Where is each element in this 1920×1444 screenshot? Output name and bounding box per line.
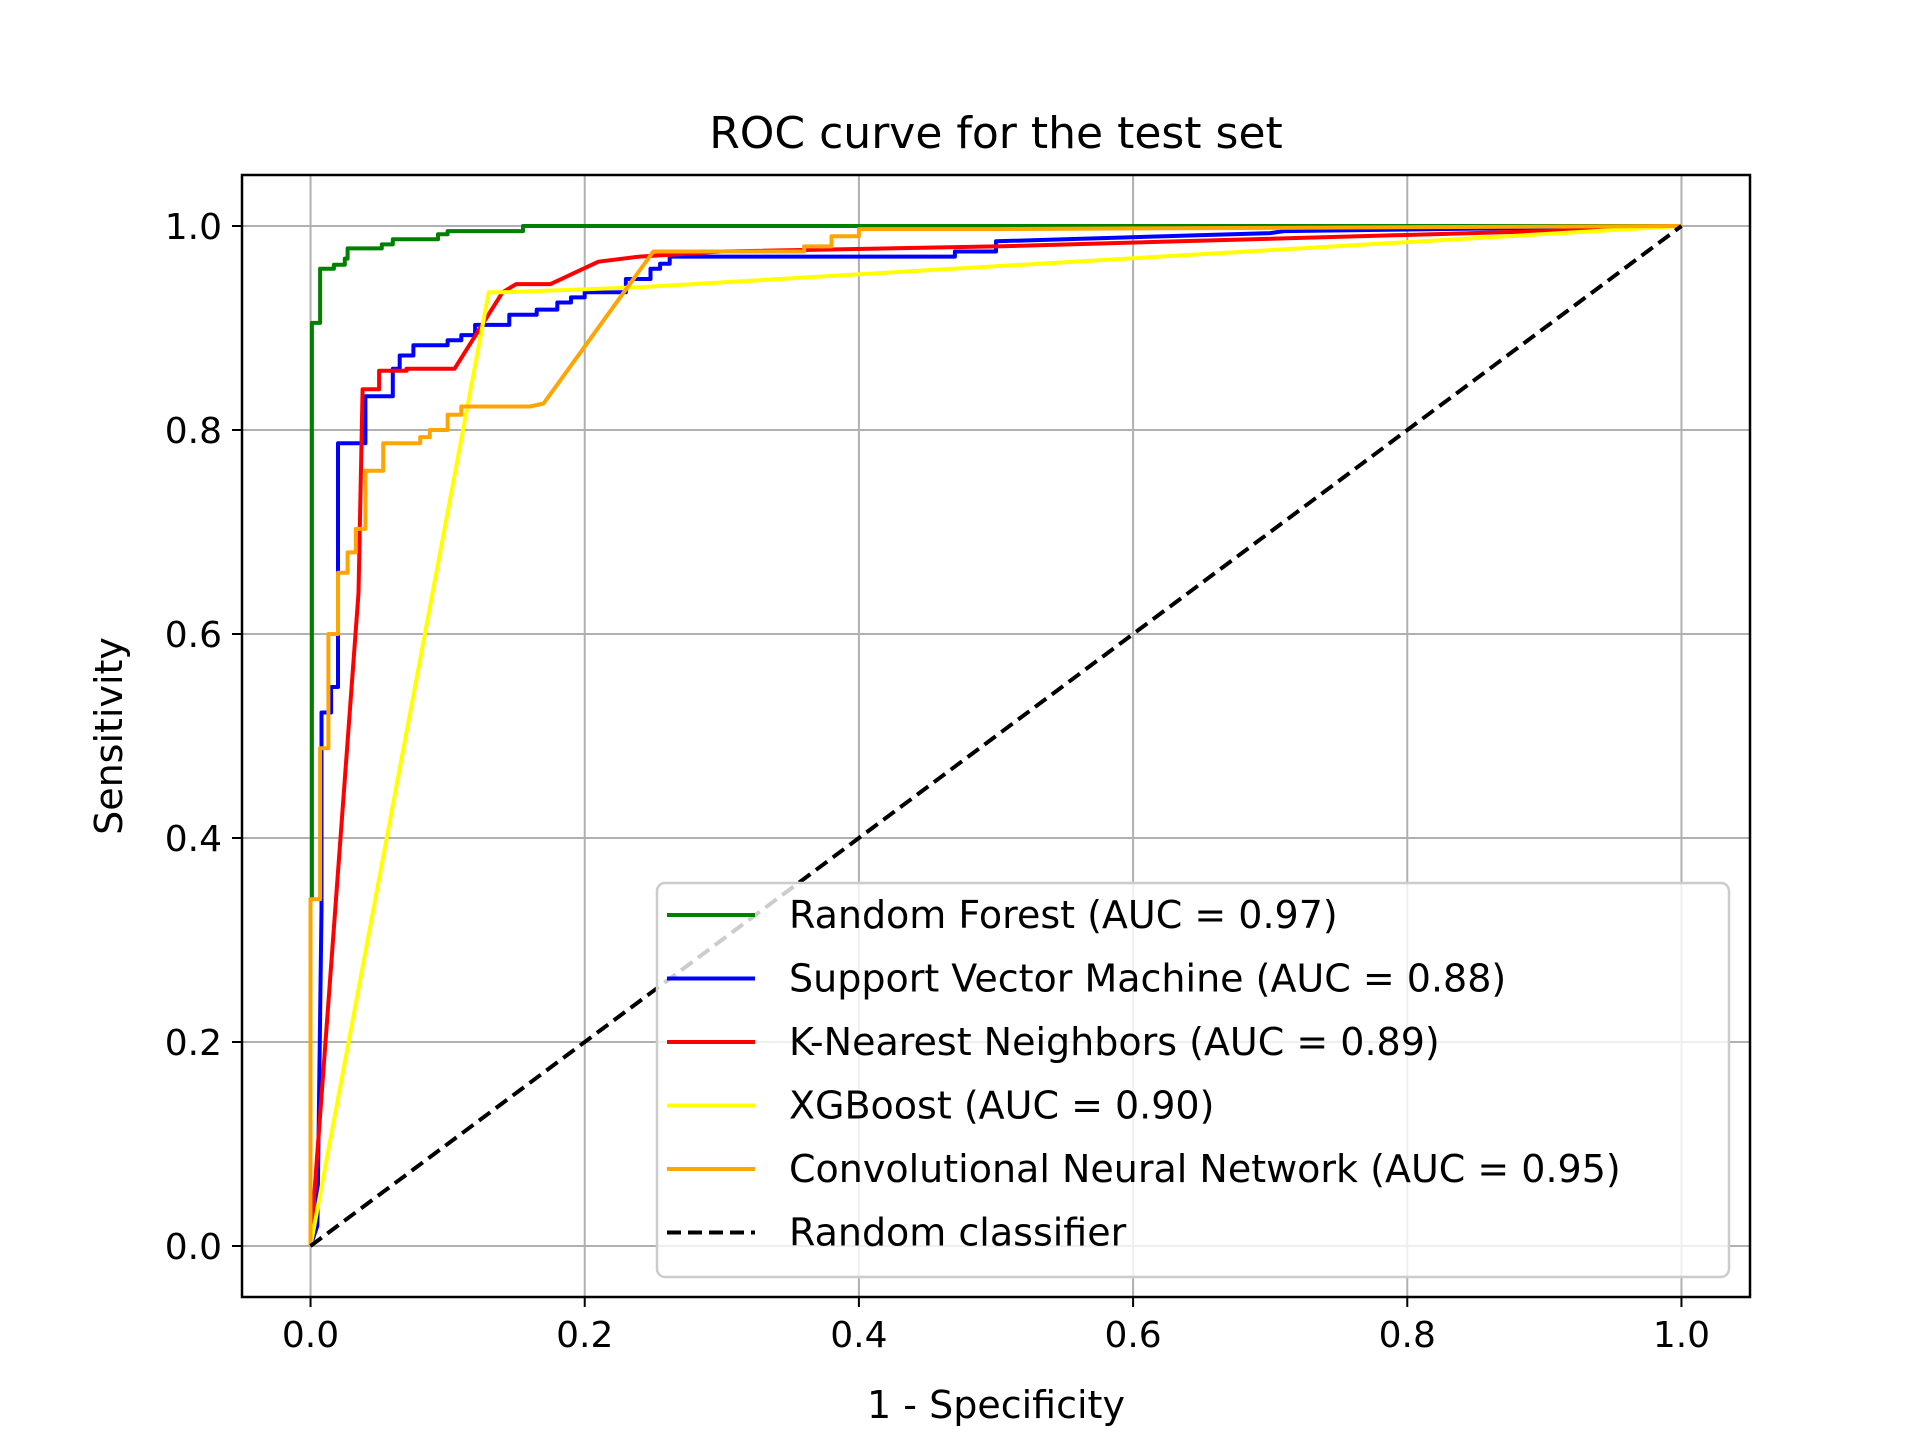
y-tick-label: 0.2 <box>165 1023 222 1064</box>
y-tick-label: 0.0 <box>165 1227 222 1268</box>
plot-frame <box>240 173 1752 1299</box>
legend: Random Forest (AUC = 0.97) Support Vector… <box>655 881 1731 1279</box>
legend-label: K-Nearest Neighbors (AUC = 0.89) <box>789 1020 1440 1064</box>
x-tick-label: 0.6 <box>1104 1315 1161 1356</box>
series-line-random-classifier <box>309 224 1683 1248</box>
series-line-convolutional-neural-network <box>308 224 1682 1246</box>
legend-label: XGBoost (AUC = 0.90) <box>789 1084 1214 1128</box>
legend-box <box>655 881 1731 1279</box>
series-line-xgboost <box>308 224 1682 1247</box>
series-line-random-forest <box>308 224 1682 1246</box>
legend-label: Random classifier <box>789 1211 1127 1255</box>
grid-layer <box>242 175 1750 1297</box>
x-axis-label: 1 - Specificity <box>867 1383 1125 1427</box>
x-tick-label: 0.4 <box>830 1315 887 1356</box>
y-tick-label: 0.8 <box>165 411 222 452</box>
x-tick-label: 1.0 <box>1653 1315 1710 1356</box>
y-tick-label: 0.6 <box>165 615 222 656</box>
y-tick-label: 0.4 <box>165 819 222 860</box>
legend-label: Convolutional Neural Network (AUC = 0.95… <box>789 1147 1621 1191</box>
x-tick-label: 0.8 <box>1379 1315 1436 1356</box>
y-axis-label: Sensitivity <box>87 637 131 835</box>
y-tick-label: 1.0 <box>165 207 222 248</box>
tick-layer: 0.0 0.2 0.4 0.6 0.8 1.0 0.0 0.2 0.4 0.6 0.8 1.0 <box>165 207 1710 1356</box>
legend-entries: Random Forest (AUC = 0.97) Support Vector… <box>667 893 1621 1255</box>
legend-label: Random Forest (AUC = 0.97) <box>789 893 1338 937</box>
series-line-support-vector-machine <box>308 224 1682 1247</box>
legend-label: Support Vector Machine (AUC = 0.88) <box>789 957 1506 1001</box>
x-tick-label: 0.0 <box>282 1315 339 1356</box>
chart-title: ROC curve for the test set <box>709 108 1283 159</box>
series-layer <box>308 224 1683 1248</box>
x-tick-label: 0.2 <box>556 1315 613 1356</box>
